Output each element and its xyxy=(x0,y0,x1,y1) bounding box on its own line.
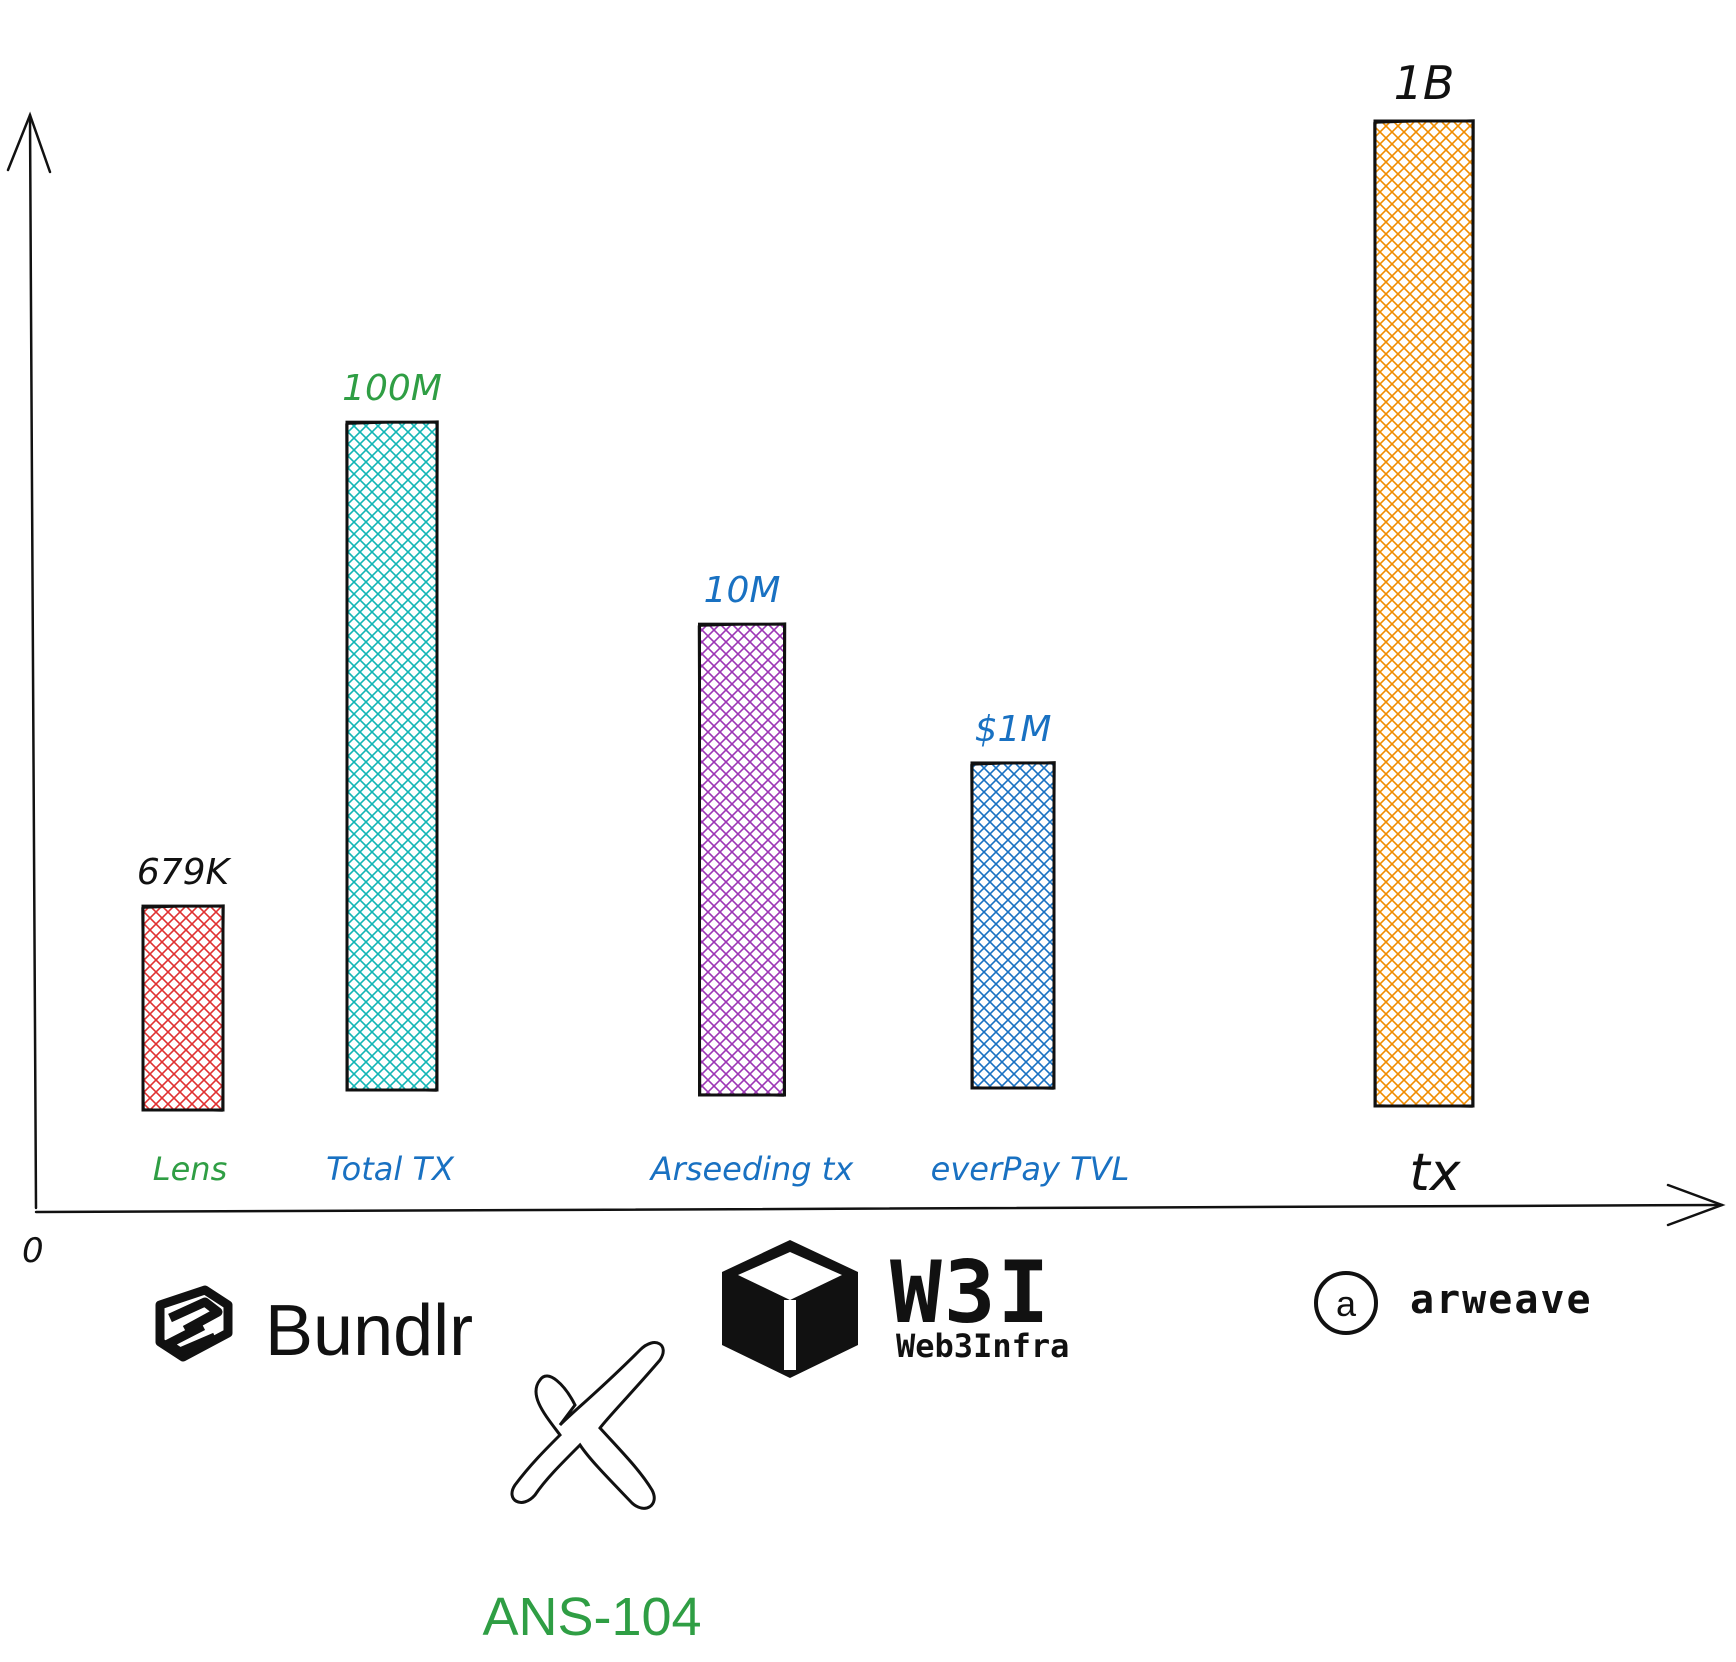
bars-group xyxy=(141,119,1475,1112)
x-axis-arrowhead xyxy=(1666,1183,1726,1227)
bar-outline-lens xyxy=(141,904,225,1112)
category-label-arseeding-tx: Arseeding tx xyxy=(649,1150,855,1188)
bar-outline-everpay-tvl xyxy=(970,761,1056,1090)
value-label-total-tx: 100M xyxy=(342,368,442,409)
bundlr-logo: Bundlr xyxy=(155,1285,473,1371)
cross-icon xyxy=(510,1341,665,1510)
bundlr-logo-icon xyxy=(155,1285,233,1362)
web3infra-name: Web3Infra xyxy=(896,1327,1069,1365)
axes xyxy=(6,111,1726,1227)
web3infra-cube-icon xyxy=(722,1240,858,1378)
web3infra-logo: W3I Web3Infra xyxy=(722,1240,1069,1378)
value-label-lens: 679K xyxy=(137,852,232,893)
arweave-logo-text: arweave xyxy=(1410,1277,1593,1323)
web3infra-mark: W3I xyxy=(890,1243,1051,1343)
category-label-everpay-tvl: everPay TVL xyxy=(931,1150,1130,1188)
origin-label: 0 xyxy=(22,1231,44,1271)
bar-outline-tx xyxy=(1373,119,1475,1108)
ans104-label: ANS-104 xyxy=(482,1587,701,1647)
x-axis xyxy=(34,1203,1724,1214)
value-label-arseeding-tx: 10M xyxy=(704,570,781,611)
bundlr-logo-text: Bundlr xyxy=(265,1291,473,1371)
bar-arseeding-tx xyxy=(698,622,786,1097)
bar-outline-arseeding-tx xyxy=(697,622,787,1097)
category-labels-group: Lens Total TX Arseeding tx everPay TVL tx xyxy=(153,1143,1462,1203)
ans104-mark: ANS-104 xyxy=(482,1341,702,1647)
category-label-lens: Lens xyxy=(153,1150,227,1188)
category-label-tx: tx xyxy=(1409,1143,1461,1203)
value-label-everpay-tvl: $1M xyxy=(975,709,1052,750)
y-axis xyxy=(28,113,38,1210)
bar-everpay-tvl xyxy=(970,761,1056,1090)
bar-outline-total-tx xyxy=(345,420,439,1092)
bar-total-tx xyxy=(345,420,439,1092)
bar-tx xyxy=(1373,119,1475,1108)
category-label-total-tx: Total TX xyxy=(326,1150,455,1188)
arweave-logo: a arweave xyxy=(1314,1271,1593,1335)
arweave-circle-letter: a xyxy=(1336,1283,1357,1324)
value-labels-group: 679K 100M 10M $1M 1B xyxy=(137,56,1455,893)
value-label-tx: 1B xyxy=(1394,56,1455,110)
arweave-circle-icon xyxy=(1314,1271,1378,1335)
bar-lens xyxy=(141,904,225,1112)
y-axis-arrowhead xyxy=(6,111,52,174)
